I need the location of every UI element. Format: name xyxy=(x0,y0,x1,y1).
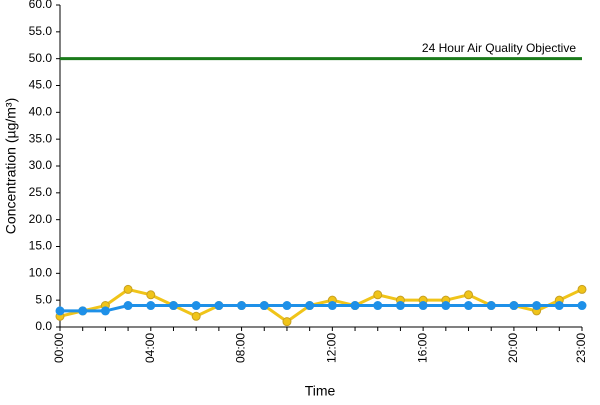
data-point xyxy=(373,301,383,311)
y-tick-label: 30.0 xyxy=(29,158,53,172)
reference-label: 24 Hour Air Quality Objective xyxy=(422,41,576,55)
y-tick-label: 60.0 xyxy=(29,0,53,11)
data-point xyxy=(441,301,451,311)
x-tick-label: 12:00 xyxy=(325,333,339,363)
y-tick-label: 45.0 xyxy=(29,78,53,92)
y-tick-label: 0.0 xyxy=(35,319,52,333)
y-tick-label: 5.0 xyxy=(35,292,52,306)
data-point xyxy=(214,301,224,311)
data-point xyxy=(305,301,315,311)
data-point xyxy=(168,301,178,311)
data-point xyxy=(486,301,496,311)
series-line xyxy=(60,304,582,313)
data-point xyxy=(123,284,133,294)
y-tick-label: 50.0 xyxy=(29,51,53,65)
y-axis-title: Concentration (µg/m³) xyxy=(3,98,19,234)
x-axis-title: Time xyxy=(305,383,336,399)
y-tick-label: 35.0 xyxy=(29,131,53,145)
x-tick-label: 20:00 xyxy=(506,333,520,363)
y-tick-label: 15.0 xyxy=(29,239,53,253)
y-tick-label: 55.0 xyxy=(29,24,53,38)
data-point xyxy=(464,290,474,300)
data-point xyxy=(191,311,201,321)
y-tick-label: 10.0 xyxy=(29,266,53,280)
data-point xyxy=(577,284,587,294)
data-point xyxy=(464,301,474,311)
data-point xyxy=(282,301,292,311)
data-point xyxy=(373,290,383,300)
y-tick-label: 40.0 xyxy=(29,105,53,119)
data-point xyxy=(282,317,292,327)
x-tick-label: 04:00 xyxy=(143,333,157,363)
data-point xyxy=(55,306,65,316)
data-point xyxy=(418,301,428,311)
data-point xyxy=(191,301,201,311)
data-point xyxy=(237,301,247,311)
data-point xyxy=(78,306,88,316)
data-point xyxy=(532,301,542,311)
y-tick-label: 20.0 xyxy=(29,212,53,226)
data-point xyxy=(395,301,405,311)
x-tick-label: 23:00 xyxy=(574,333,588,363)
x-tick-label: 00:00 xyxy=(52,333,66,363)
data-point xyxy=(554,301,564,311)
x-tick-label: 08:00 xyxy=(234,333,248,363)
data-point xyxy=(327,301,337,311)
data-point xyxy=(509,301,519,311)
x-tick-label: 16:00 xyxy=(415,333,429,363)
data-point xyxy=(350,301,360,311)
data-point xyxy=(146,301,156,311)
y-tick-label: 25.0 xyxy=(29,185,53,199)
data-point xyxy=(100,306,110,316)
data-point xyxy=(123,301,133,311)
data-point xyxy=(146,290,156,300)
data-point xyxy=(259,301,269,311)
data-point xyxy=(577,301,587,311)
